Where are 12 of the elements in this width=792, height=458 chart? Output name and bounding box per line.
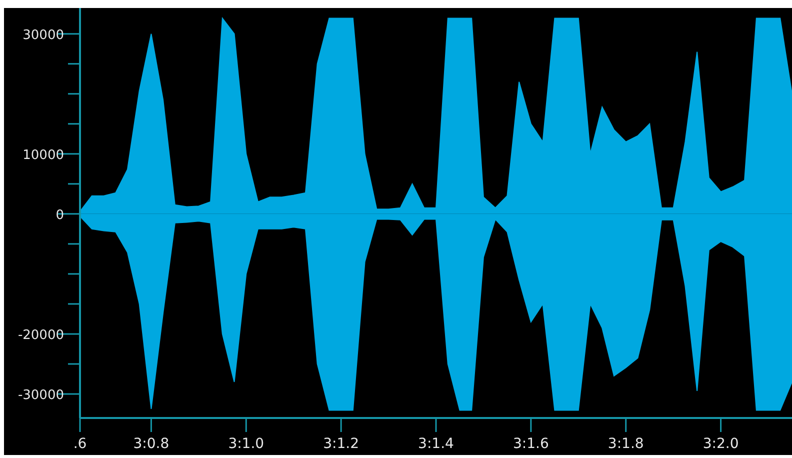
x-tick-label: 3:1.2 [323, 436, 360, 452]
x-tick-label: 3:1.8 [608, 436, 644, 452]
x-tick-label: 3:1.4 [418, 436, 454, 452]
y-tick-label: 30000 [22, 28, 64, 43]
x-tick-label: 3:0.8 [133, 436, 170, 452]
x-tick-label: .6 [73, 436, 87, 452]
x-tick-label: 3:1.6 [512, 436, 549, 452]
y-tick-label: -30000 [18, 388, 64, 403]
y-tick-label: -20000 [18, 328, 64, 343]
y-tick-label: 10000 [22, 148, 64, 163]
x-tick-label: 3:2.0 [702, 436, 739, 452]
x-tick-label: 3:1.0 [228, 436, 264, 452]
